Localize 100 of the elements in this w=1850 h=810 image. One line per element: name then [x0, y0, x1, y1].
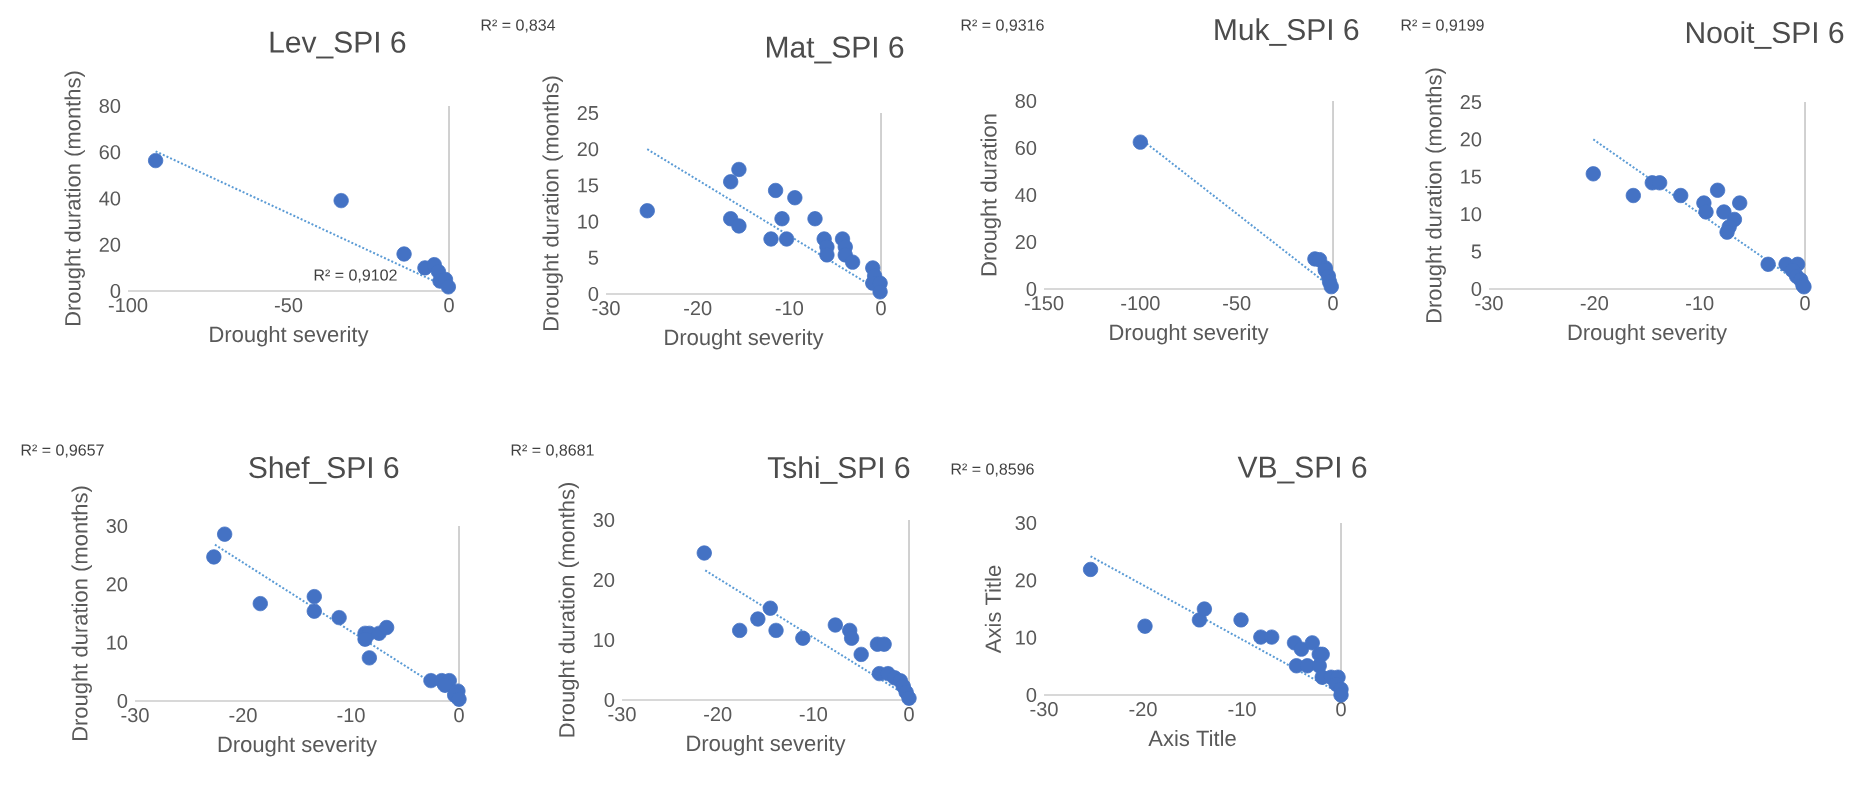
point [331, 609, 347, 626]
y-axis-title: Drought duration (months) [1425, 68, 1446, 323]
point [762, 600, 778, 616]
point [1293, 641, 1310, 657]
y-tick-label: 40 [1015, 187, 1037, 203]
y-tick-label: 25 [577, 105, 599, 121]
y-tick-label: 20 [1015, 234, 1037, 250]
text: R² = 0,9657 [21, 444, 104, 458]
y-tick-label: 0 [1026, 687, 1037, 703]
x-tick-label: -20 [684, 301, 712, 316]
x-axis-title: Drought severity [665, 328, 824, 350]
x-axis-title: Axis Title [1148, 729, 1236, 747]
point [696, 545, 712, 561]
y-tick-label: 15 [1461, 169, 1482, 184]
y-tick-label: 0 [1026, 281, 1037, 297]
x-tick-label: -100 [108, 298, 148, 313]
x-tick-label: -30 [121, 708, 149, 723]
point [333, 192, 349, 209]
y-axis-title: Drought duration (months) [542, 76, 563, 331]
x-tick-label: -10 [1228, 702, 1256, 717]
text: R² = 0,8596 [951, 463, 1034, 477]
y-tick-label: 60 [1015, 140, 1037, 156]
y-axis-title: Axis Title [984, 565, 1001, 654]
x-axis-title: Drought severity [1110, 323, 1269, 345]
point [853, 646, 869, 663]
point [768, 622, 784, 639]
x-tick-label: -10 [337, 708, 365, 723]
x-tick-label: -30 [608, 707, 636, 722]
y-tick-label: 5 [588, 250, 599, 265]
point [732, 622, 748, 639]
y-tick-label: 40 [99, 191, 121, 206]
x-tick-label: -20 [704, 707, 732, 722]
point [217, 526, 233, 542]
point [396, 246, 412, 262]
chart-title: Shef_SPI 6 [249, 456, 399, 484]
point [787, 190, 803, 206]
x-tick-label: -30 [1030, 702, 1058, 717]
chart-title: Nooit_SPI 6 [1686, 21, 1844, 49]
point [1191, 612, 1208, 628]
text: R² = 0,9199 [1401, 19, 1484, 33]
point [767, 182, 784, 199]
point [827, 617, 843, 633]
point [1625, 187, 1641, 204]
point [361, 650, 377, 666]
text: R² = 0,834 [481, 19, 556, 33]
text: R² = 0,9316 [961, 19, 1044, 33]
point [763, 231, 779, 247]
point [1323, 279, 1339, 295]
y-tick-label: 10 [1016, 630, 1037, 645]
y-tick-label: 20 [593, 572, 615, 588]
x-tick-label: -10 [799, 707, 828, 722]
y-axis-title: Drought duration [980, 114, 1001, 276]
point [1264, 629, 1280, 645]
x-axis-title: Drought severity [218, 735, 377, 757]
x-axis-title: Drought severity [1568, 323, 1728, 345]
y-tick-label: 10 [107, 635, 128, 650]
x-tick-label: -20 [229, 708, 257, 723]
y-tick-label: 10 [578, 214, 599, 229]
y-tick-label: 30 [593, 512, 615, 528]
point [206, 549, 222, 565]
y-tick-label: 80 [99, 98, 121, 114]
y-tick-label: 20 [577, 142, 599, 157]
point [440, 279, 456, 295]
x-tick-label: 0 [876, 301, 886, 316]
point [1132, 134, 1148, 150]
point [1732, 195, 1748, 211]
point [1585, 166, 1601, 182]
point [844, 630, 860, 646]
text: R² = 0,8681 [511, 444, 594, 458]
y-tick-label: 25 [1460, 94, 1482, 110]
x-tick-label: -30 [1475, 296, 1503, 311]
point [1082, 561, 1099, 578]
y-tick-label: 30 [1015, 515, 1037, 531]
x-tick-label: 0 [1328, 296, 1338, 311]
chart-title: VB_SPI 6 [1237, 456, 1367, 484]
chart-title: Mat_SPI 6 [766, 36, 904, 64]
x-tick-label: -10 [1686, 296, 1714, 311]
point [1304, 635, 1320, 651]
x-tick-label: -30 [592, 301, 620, 316]
point [639, 203, 655, 219]
x-tick-label: -20 [1129, 702, 1157, 717]
y-tick-label: 10 [594, 632, 615, 648]
point [1698, 204, 1714, 220]
x-tick-label: -100 [1121, 296, 1160, 311]
point [1137, 618, 1153, 634]
point [1673, 187, 1689, 204]
point [379, 619, 395, 636]
x-tick-label: -10 [775, 301, 804, 316]
x-tick-label: 0 [454, 708, 464, 723]
x-tick-label: 0 [1800, 296, 1810, 311]
point [774, 211, 790, 227]
y-tick-label: 10 [1461, 207, 1482, 222]
point [750, 611, 766, 627]
point [1716, 204, 1732, 220]
x-axis-title: Drought severity [687, 734, 846, 756]
point [795, 630, 811, 646]
point [731, 218, 747, 234]
point [148, 152, 164, 169]
x-tick-label: -50 [274, 298, 303, 313]
y-axis-title: Drought duration (months) [64, 71, 85, 326]
